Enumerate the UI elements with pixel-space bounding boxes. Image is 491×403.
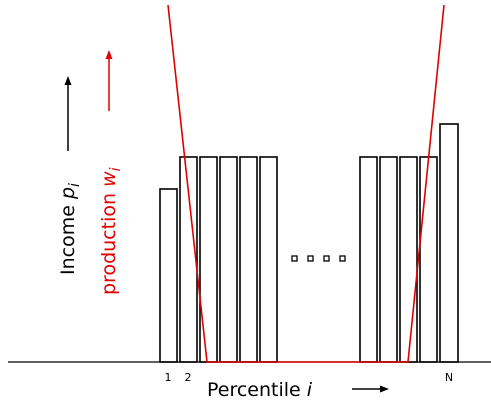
y-axis-production-label: production wi: [98, 50, 124, 295]
svg-text:Income pi: Income pi: [57, 183, 83, 275]
bar-percentile-5: [239, 156, 258, 363]
bar-percentile-n-2: [399, 156, 418, 363]
production-curve: [167, 4, 445, 363]
tick-label-n: N: [445, 371, 453, 384]
svg-text:production wi: production wi: [98, 167, 124, 295]
bar-percentile-2: [179, 156, 198, 363]
y-axis-income-label: Income pi: [57, 76, 83, 275]
bar-percentile-n: [439, 123, 459, 363]
bar-percentile-n-3: [379, 156, 398, 363]
bars-right-group: [359, 123, 459, 363]
ellipsis-squares: [291, 255, 346, 262]
tick-label-2: 2: [185, 371, 192, 384]
bar-percentile-4: [219, 156, 238, 363]
bar-percentile-6: [259, 156, 278, 363]
bar-percentile-3: [199, 156, 218, 363]
x-axis-label: Percentile i: [207, 379, 313, 401]
bar-percentile-n-1: [419, 156, 438, 363]
bar-percentile-1: [159, 188, 178, 363]
x-axis-arrow: [352, 385, 389, 393]
tick-label-1: 1: [165, 371, 172, 384]
bar-percentile-n-4: [359, 156, 378, 363]
bars-left-group: [159, 156, 278, 363]
